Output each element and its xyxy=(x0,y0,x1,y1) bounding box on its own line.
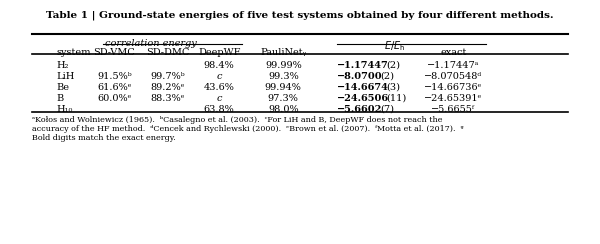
Text: accuracy of the HF method.  ᵈCencek and Rychlewski (2000).  ᵉBrown et al. (2007): accuracy of the HF method. ᵈCencek and R… xyxy=(32,125,464,133)
Text: Table 1 | Ground-state energies of five test systems obtained by four different : Table 1 | Ground-state energies of five … xyxy=(46,10,554,20)
Text: −5.6655ᶠ: −5.6655ᶠ xyxy=(431,105,475,114)
Text: 97.3%: 97.3% xyxy=(268,94,299,103)
Text: 60.0%ᵉ: 60.0%ᵉ xyxy=(97,94,131,103)
Text: (2): (2) xyxy=(380,72,394,81)
Text: Bold digits match the exact energy.: Bold digits match the exact energy. xyxy=(32,134,176,142)
Text: −1.17447: −1.17447 xyxy=(337,61,389,70)
Text: 99.94%: 99.94% xyxy=(265,83,302,92)
Text: H₁₀: H₁₀ xyxy=(56,105,73,114)
Text: 63.8%: 63.8% xyxy=(204,105,235,114)
Text: LiH: LiH xyxy=(56,72,75,81)
Text: 43.6%: 43.6% xyxy=(204,83,235,92)
Text: (2): (2) xyxy=(386,61,400,70)
Text: exact: exact xyxy=(440,48,466,57)
Text: SD-VMC: SD-VMC xyxy=(94,48,135,57)
Text: 98.4%: 98.4% xyxy=(204,61,235,70)
Text: 61.6%ᵉ: 61.6%ᵉ xyxy=(97,83,131,92)
Text: −14.66736ᵉ: −14.66736ᵉ xyxy=(424,83,482,92)
Text: −5.6602: −5.6602 xyxy=(337,105,383,114)
Text: −24.65391ᵉ: −24.65391ᵉ xyxy=(424,94,482,103)
Text: −8.0700: −8.0700 xyxy=(337,72,383,81)
Text: 88.3%ᵉ: 88.3%ᵉ xyxy=(151,94,185,103)
Text: PauliNetᵧ: PauliNetᵧ xyxy=(260,48,307,57)
Text: correlation energy: correlation energy xyxy=(105,39,197,48)
Text: ᵃKołos and Wolniewicz (1965).  ᵇCasalegno et al. (2003).  ᶜFor LiH and B, DeepWF: ᵃKołos and Wolniewicz (1965). ᵇCasalegno… xyxy=(32,116,443,124)
Text: Be: Be xyxy=(56,83,70,92)
Text: SD-DMC: SD-DMC xyxy=(146,48,190,57)
Text: c: c xyxy=(217,72,222,81)
Text: B: B xyxy=(56,94,64,103)
Text: system: system xyxy=(56,48,91,57)
Text: 89.2%ᵉ: 89.2%ᵉ xyxy=(151,83,185,92)
Text: (3): (3) xyxy=(386,83,400,92)
Text: $E/E_{\mathrm{h}}$: $E/E_{\mathrm{h}}$ xyxy=(383,39,405,53)
Text: H₂: H₂ xyxy=(56,61,69,70)
Text: DeepWF: DeepWF xyxy=(198,48,241,57)
Text: 99.7%ᵇ: 99.7%ᵇ xyxy=(151,72,185,81)
Text: 91.5%ᵇ: 91.5%ᵇ xyxy=(97,72,131,81)
Text: −8.070548ᵈ: −8.070548ᵈ xyxy=(424,72,482,81)
Text: −1.17447ᵃ: −1.17447ᵃ xyxy=(427,61,479,70)
Text: −14.6674: −14.6674 xyxy=(337,83,389,92)
Text: 99.3%: 99.3% xyxy=(268,72,299,81)
Text: (11): (11) xyxy=(386,94,407,103)
Text: 99.99%: 99.99% xyxy=(265,61,302,70)
Text: 98.0%: 98.0% xyxy=(268,105,299,114)
Text: −24.6506: −24.6506 xyxy=(337,94,389,103)
Text: (7): (7) xyxy=(380,105,394,114)
Text: c: c xyxy=(217,94,222,103)
